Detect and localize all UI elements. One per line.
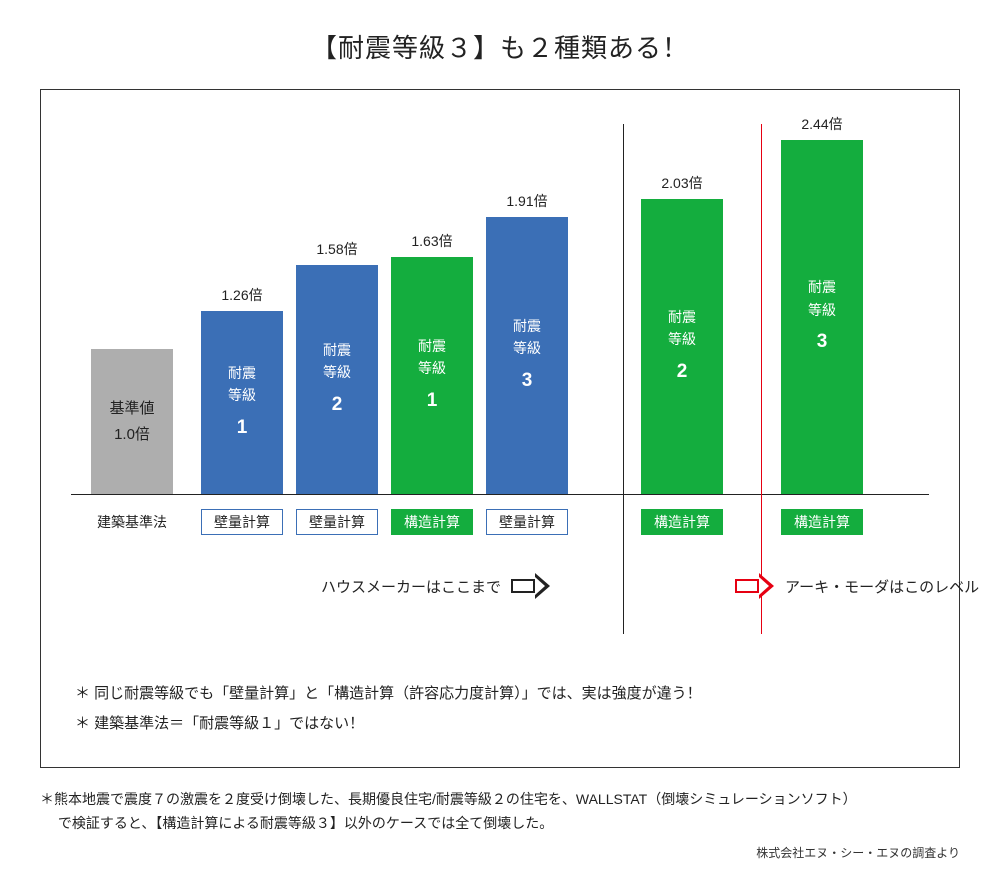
- bar-value-label: 1.26倍: [221, 285, 262, 305]
- notes: ＊ 同じ耐震等級でも「壁量計算」と「構造計算（許容応力度計算）」では、実は強度が…: [71, 679, 929, 739]
- bar-label-big: 2: [332, 390, 343, 420]
- method-label: 構造計算: [391, 509, 473, 535]
- bar-label-line1: 耐震: [418, 335, 446, 357]
- footnote-line: ＊熊本地震で震度７の激震を２度受け倒壊した、長期優良住宅/耐震等級２の住宅を、W…: [40, 788, 960, 812]
- bar-label-big: 1: [427, 386, 438, 416]
- note-line: ＊ 同じ耐震等級でも「壁量計算」と「構造計算（許容応力度計算）」では、実は強度が…: [75, 679, 929, 709]
- method-label: 建築基準法: [91, 509, 173, 535]
- method-label: 壁量計算: [201, 509, 283, 535]
- bar-label-line2: 等級: [808, 299, 836, 321]
- method-row: 建築基準法壁量計算壁量計算構造計算壁量計算構造計算構造計算: [71, 503, 929, 543]
- note-line: ＊ 建築基準法＝「耐震等級１」ではない！: [75, 709, 929, 739]
- bar-label-line2: 等級: [323, 361, 351, 383]
- footnote-line: で検証すると、【構造計算による耐震等級３】以外のケースでは全て倒壊した。: [40, 812, 960, 836]
- source-credit: 株式会社エヌ・シー・エヌの調査より: [40, 844, 960, 861]
- method-label: 壁量計算: [486, 509, 568, 535]
- footnote: ＊熊本地震で震度７の激震を２度受け倒壊した、長期優良住宅/耐震等級２の住宅を、W…: [40, 788, 960, 836]
- bar: 耐震等級 2: [296, 265, 378, 494]
- bar-slot: 1.63倍耐震等級 1: [391, 231, 473, 494]
- bar-label-line2: 等級: [418, 357, 446, 379]
- bar: 基準値1.0倍: [91, 349, 173, 494]
- bar-label-line2: 1.0倍: [114, 423, 150, 447]
- bar-label-line1: 耐震: [808, 276, 836, 298]
- page: 【耐震等級３】も２種類ある！ 基準値1.0倍1.26倍耐震等級11.58倍耐震等…: [0, 0, 1000, 891]
- bar-slot: 基準値1.0倍: [91, 343, 173, 494]
- arrow-right-icon: [511, 573, 551, 599]
- bar: 耐震等級 3: [486, 217, 568, 494]
- method-label: 壁量計算: [296, 509, 378, 535]
- separator-line-red: [761, 124, 762, 634]
- bar-label-line1: 基準値: [109, 397, 154, 421]
- callout-archimode-text: アーキ・モーダはこのレベル: [785, 576, 979, 597]
- bar-slot: 1.26倍耐震等級 1: [201, 285, 283, 494]
- bar-chart: 基準値1.0倍1.26倍耐震等級11.58倍耐震等級21.63倍耐震等級11.9…: [71, 124, 929, 495]
- bar-label-line2: 等級: [668, 328, 696, 350]
- bar-label-line1: 耐震: [668, 306, 696, 328]
- bar-value-label: 2.44倍: [801, 114, 842, 134]
- bar-label-line1: 耐震: [323, 339, 351, 361]
- bar-label-line2: 等級: [228, 384, 256, 406]
- callout-housemaker: ハウスメーカーはここまで: [321, 573, 561, 599]
- method-label: 構造計算: [781, 509, 863, 535]
- bar: 耐震等級 1: [201, 311, 283, 494]
- bar-value-label: 1.63倍: [411, 231, 452, 251]
- chart-panel: 基準値1.0倍1.26倍耐震等級11.58倍耐震等級21.63倍耐震等級11.9…: [40, 89, 960, 768]
- bar: 耐震等級 3: [781, 140, 863, 494]
- bar-label-big: 1: [237, 413, 248, 443]
- arrow-right-red-icon: [735, 573, 775, 599]
- bar-label-line2: 等級: [513, 337, 541, 359]
- page-title: 【耐震等級３】も２種類ある！: [40, 28, 960, 65]
- bar-label-line1: 耐震: [513, 315, 541, 337]
- bar-label-big: 2: [677, 357, 688, 387]
- bar-slot: 1.58倍耐震等級 2: [296, 239, 378, 494]
- bar-slot: 2.44倍耐震等級 3: [781, 114, 863, 494]
- bar-label-big: 3: [817, 327, 828, 357]
- callouts: ハウスメーカーはここまで アーキ・モーダはこのレベル: [71, 573, 929, 633]
- bar: 耐震等級 2: [641, 199, 723, 494]
- bar-slot: 2.03倍耐震等級 2: [641, 173, 723, 494]
- bar-value-label: 2.03倍: [661, 173, 702, 193]
- method-label: 構造計算: [641, 509, 723, 535]
- bar-slot: 1.91倍耐震等級 3: [486, 191, 568, 494]
- bar: 耐震等級 1: [391, 257, 473, 494]
- callout-housemaker-text: ハウスメーカーはここまで: [321, 576, 501, 597]
- separator-line: [623, 124, 624, 634]
- bar-value-label: 1.58倍: [316, 239, 357, 259]
- bar-label-big: 3: [522, 366, 533, 396]
- callout-archimode: アーキ・モーダはこのレベル: [725, 573, 979, 599]
- bar-label-line1: 耐震: [228, 362, 256, 384]
- bar-value-label: 1.91倍: [506, 191, 547, 211]
